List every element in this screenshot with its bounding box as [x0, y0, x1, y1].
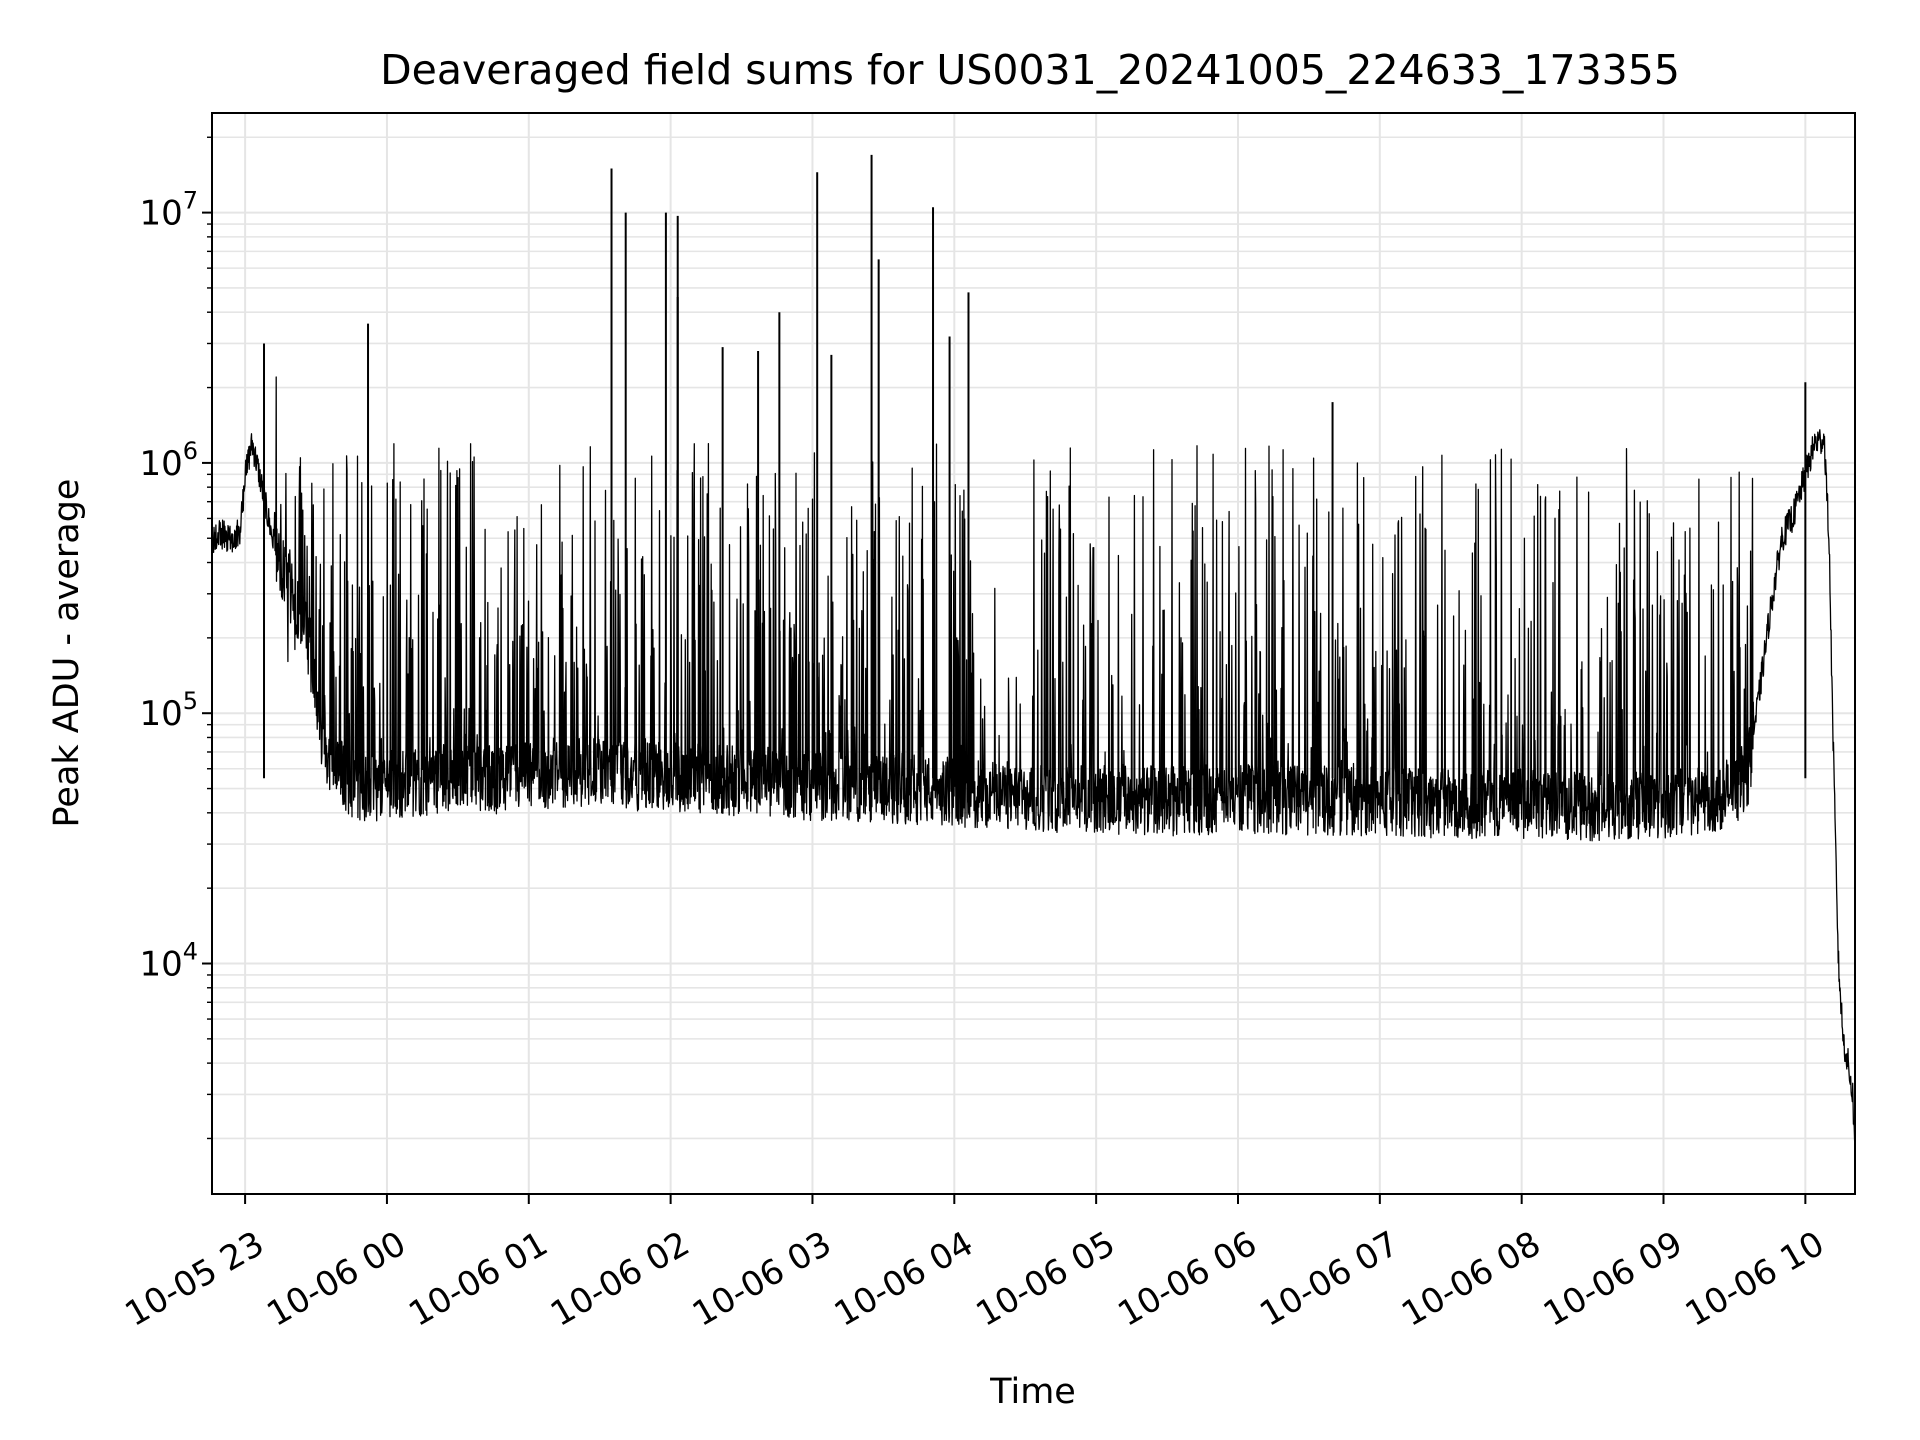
y-tick-base: 10 [139, 694, 182, 734]
y-tick-exponent: 7 [183, 187, 198, 215]
y-tick-label: 104 [139, 938, 198, 985]
plot-area-frame [211, 112, 1856, 1195]
y-tick-label: 105 [139, 687, 198, 734]
y-tick-exponent: 5 [183, 687, 198, 715]
y-axis-label: Peak ADU - average [47, 479, 87, 828]
y-tick-label: 106 [139, 437, 198, 484]
data-layer [212, 154, 1855, 1142]
y-tick-base: 10 [139, 945, 182, 985]
grid [212, 113, 1855, 1194]
y-tick-exponent: 6 [183, 437, 198, 465]
y-tick-exponent: 4 [183, 938, 198, 966]
x-axis-label: Time [989, 1372, 1076, 1412]
y-tick-base: 10 [139, 194, 182, 234]
series-line [212, 376, 1855, 1142]
y-tick-base: 10 [139, 444, 182, 484]
y-tick-label: 107 [139, 187, 198, 234]
chart-title: Deaveraged field sums for US0031_2024100… [380, 46, 1680, 94]
